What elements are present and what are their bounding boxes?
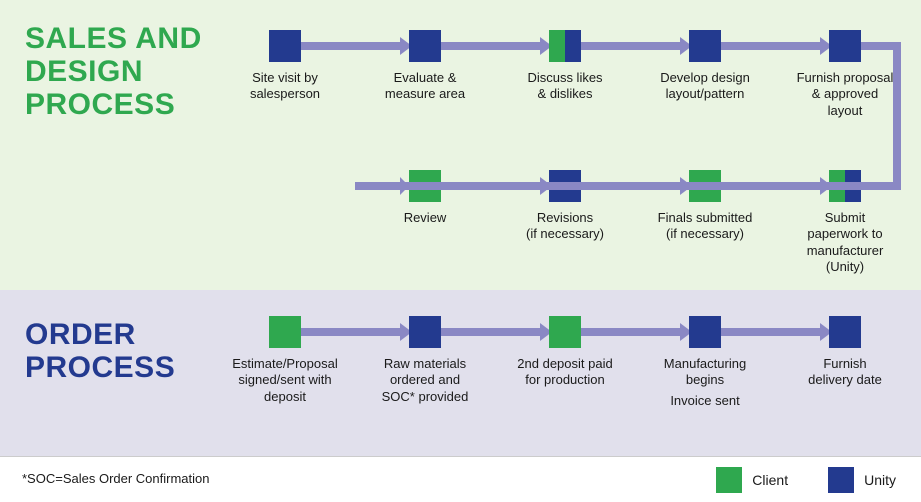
flow-node: Manufacturingbegins Invoice sent xyxy=(640,316,770,408)
flow-node: Estimate/Proposalsigned/sent withdeposit xyxy=(220,316,350,405)
connector xyxy=(355,182,901,190)
connector xyxy=(893,42,901,190)
node-label: Finals submitted(if necessary) xyxy=(640,210,770,243)
node-sublabel: Invoice sent xyxy=(640,393,770,408)
sales-title: SALES ANDDESIGNPROCESS xyxy=(25,22,202,121)
legend-swatch xyxy=(828,467,854,493)
node-label: Estimate/Proposalsigned/sent withdeposit xyxy=(220,356,350,405)
legend-label: Client xyxy=(752,472,788,488)
legend: Client Unity xyxy=(676,467,896,493)
node-label: Manufacturingbegins xyxy=(640,356,770,389)
connector xyxy=(355,182,400,190)
node-label: 2nd deposit paidfor production xyxy=(500,356,630,389)
node-label: Revisions(if necessary) xyxy=(500,210,630,243)
legend-label: Unity xyxy=(864,472,896,488)
order-row: Estimate/Proposalsigned/sent withdeposit… xyxy=(245,316,901,436)
node-label: Raw materialsordered andSOC* provided xyxy=(360,356,490,405)
arrow-head-icon xyxy=(400,177,409,195)
order-section: ORDERPROCESS Estimate/Proposalsigned/sen… xyxy=(0,290,921,456)
node-label: Furnishdelivery date xyxy=(780,356,910,389)
flow-node: 2nd deposit paidfor production xyxy=(500,316,630,389)
process-box xyxy=(269,316,301,348)
node-label: Review xyxy=(360,210,490,226)
footnote: *SOC=Sales Order Confirmation xyxy=(22,471,210,486)
legend-item: Client xyxy=(716,467,788,493)
flow-node: Raw materialsordered andSOC* provided xyxy=(360,316,490,405)
flow-node: Furnishdelivery date xyxy=(780,316,910,389)
process-box xyxy=(829,316,861,348)
footer: *SOC=Sales Order Confirmation Client Unit… xyxy=(0,456,921,502)
snake-connector xyxy=(245,30,905,210)
sales-section: SALES ANDDESIGNPROCESS Site visit bysale… xyxy=(0,0,921,290)
process-box xyxy=(409,316,441,348)
process-box xyxy=(689,316,721,348)
legend-swatch xyxy=(716,467,742,493)
legend-item: Unity xyxy=(828,467,896,493)
node-label: Submitpaperwork tomanufacturer(Unity) xyxy=(780,210,910,275)
order-title: ORDERPROCESS xyxy=(25,318,175,384)
process-box xyxy=(549,316,581,348)
